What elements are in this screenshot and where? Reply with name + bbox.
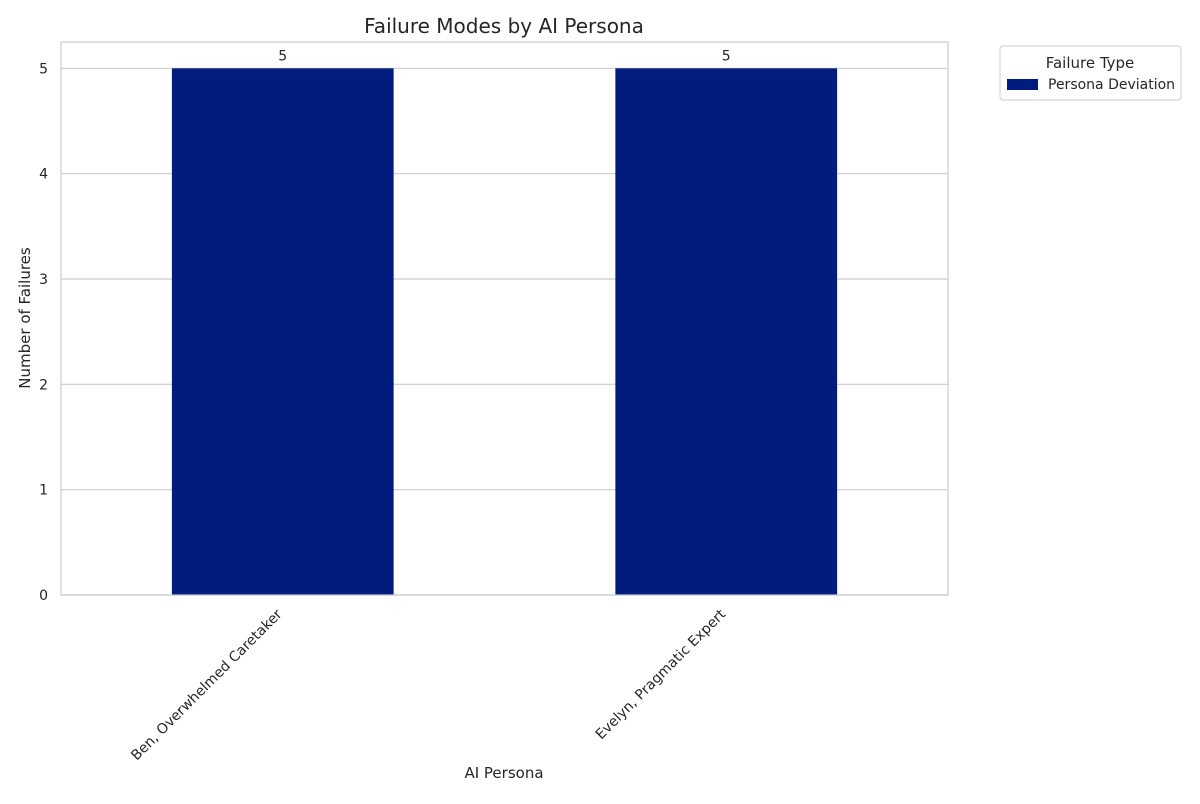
legend-title: Failure Type — [1046, 54, 1135, 72]
plot-frame — [60, 41, 949, 596]
y-tick-label: 1 — [39, 483, 48, 499]
legend-label-persona-deviation: Persona Deviation — [1048, 77, 1175, 93]
bar-data-label: 5 — [722, 48, 731, 64]
y-tick-label: 4 — [39, 167, 48, 183]
x-axis-label: AI Persona — [464, 764, 543, 782]
bar — [171, 68, 394, 596]
x-tick-label: Ben, Overwhelmed Caretaker — [128, 606, 286, 764]
y-tick-label: 3 — [39, 272, 48, 288]
y-tick-label: 5 — [39, 61, 48, 77]
x-tick-label: Evelyn, Pragmatic Expert — [593, 606, 730, 743]
legend: Failure Type Persona Deviation — [999, 45, 1182, 101]
y-axis-label: Number of Failures — [16, 247, 34, 389]
y-tick-labels: 0 1 2 3 4 5 — [39, 61, 48, 604]
x-tick-labels: Ben, Overwhelmed Caretaker Evelyn, Pragma… — [128, 606, 729, 764]
chart-title: Failure Modes by AI Persona — [364, 14, 644, 38]
y-tick-label: 2 — [39, 377, 48, 393]
y-tick-label: 0 — [39, 588, 48, 604]
bar-data-label: 5 — [278, 48, 287, 64]
bars — [171, 68, 838, 596]
legend-swatch-persona-deviation — [1007, 79, 1038, 90]
bar — [615, 68, 838, 596]
legend-frame — [999, 45, 1182, 101]
